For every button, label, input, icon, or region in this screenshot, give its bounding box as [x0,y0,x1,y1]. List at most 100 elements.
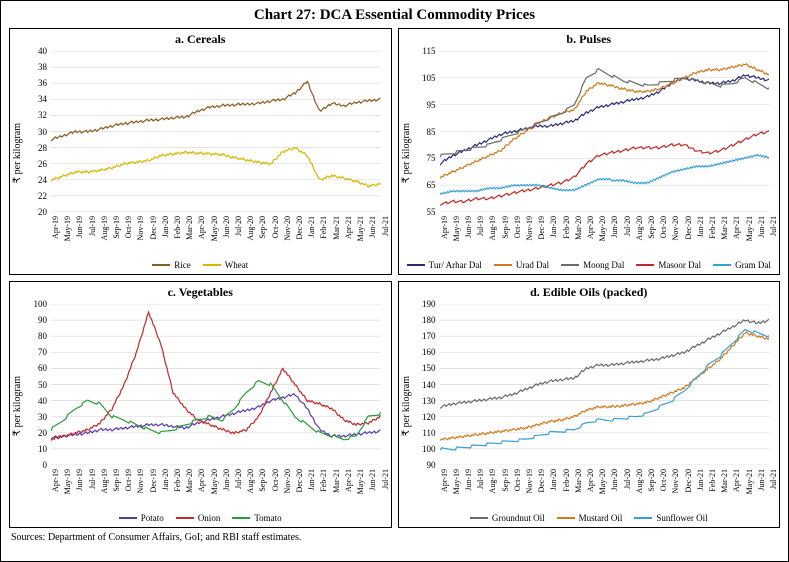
x-tick-label: Jan-21 [696,216,705,237]
x-tick-label: Jan-20 [161,216,170,237]
x-tick-label: Jun-20 [610,469,619,491]
x-tick-label: Nov-19 [136,216,145,240]
x-tick-label: Sep-19 [501,216,510,239]
y-tick-label: 24 [38,175,47,185]
x-tick-label: Oct-19 [124,469,133,491]
y-tick-label: 10 [38,444,47,454]
legend-item: Rice [152,260,191,270]
x-tick-label: Nov-19 [136,469,145,493]
x-tick-label: Apr-20 [586,216,595,239]
series-line [51,81,381,141]
y-tick-label: 80 [38,331,47,341]
y-tick-label: 105 [422,73,436,83]
x-tick-label: May-19 [63,216,72,241]
legend: Groundnut OilMustard OilSunflower Oil [399,511,780,527]
series-line [440,130,770,205]
y-tick-label: 160 [422,347,436,357]
series-line [440,75,770,165]
legend-swatch [561,264,579,266]
legend-label: Mustard Oil [579,513,623,523]
plot-area: 2022242628303234363840 [25,49,385,214]
x-ticks: Apr-19May-19Jun-19Jul-19Aug-19Sep-19Oct-… [414,467,774,511]
panel-a: a. Cereals₹ per kilogram2022242628303234… [9,28,392,275]
x-tick-label: Dec-20 [684,469,693,493]
y-tick-label: 75 [427,153,436,163]
x-ticks: Apr-19May-19Jun-19Jul-19Aug-19Sep-19Oct-… [414,214,774,258]
series-line [440,64,770,179]
y-tick-label: 38 [38,62,47,72]
x-tick-label: Jun-20 [222,469,231,491]
x-tick-label: Jul-19 [476,469,485,489]
y-ticks: 90100110120130140150160170180190 [414,304,438,465]
y-tick-label: 190 [422,299,436,309]
x-ticks: Apr-19May-19Jun-19Jul-19Aug-19Sep-19Oct-… [25,467,385,511]
plot-inner: 90100110120130140150160170180190 [440,304,770,465]
plot-wrap: 0102030405060708090100Apr-19May-19Jun-19… [25,302,391,511]
x-tick-label: May-19 [452,216,461,241]
y-tick-label: 30 [38,412,47,422]
x-tick-label: May-21 [745,469,754,494]
y-tick-label: 100 [34,299,48,309]
chart-svg [51,304,381,465]
x-tick-label: Jul-21 [381,469,390,489]
sources-note: Sources: Department of Consumer Affairs,… [1,528,788,545]
plot-wrap: 2022242628303234363840Apr-19May-19Jun-19… [25,49,391,258]
y-tick-label: 120 [422,412,436,422]
x-tick-label: Mar-20 [574,216,583,240]
legend-item: Urad Dal [494,260,549,270]
x-tick-label: Jul-20 [623,469,632,489]
series-line [51,148,381,188]
y-tick-label: 150 [422,363,436,373]
legend-swatch [407,264,425,266]
x-tick-label: Mar-20 [185,469,194,493]
y-tick-label: 100 [422,444,436,454]
x-tick-label: May-19 [452,469,461,494]
x-tick-label: Mar-21 [720,216,729,240]
x-tick-label: Nov-20 [671,216,680,240]
panel-title: b. Pulses [399,29,780,49]
x-tick-label: Apr-21 [732,469,741,492]
x-tick-label: Jul-20 [623,216,632,236]
x-tick-label: Feb-20 [562,469,571,492]
legend: PotatoOnionTomato [10,511,391,527]
legend-item: Mustard Oil [557,513,623,523]
x-tick-label: Jun-19 [464,216,473,238]
legend-label: Tomato [254,513,281,523]
legend-label: Moong Dal [583,260,624,270]
series-line [440,69,770,157]
legend-swatch [557,517,575,519]
plot-wrap: 90100110120130140150160170180190Apr-19Ma… [414,302,780,511]
x-tick-label: Oct-20 [271,469,280,491]
y-tick-label: 20 [38,428,47,438]
legend: Rice Wheat [10,258,391,274]
x-tick-label: Oct-20 [659,469,668,491]
legend-item: Gram Dal [713,260,771,270]
y-tick-label: 90 [38,315,47,325]
x-tick-label: Nov-20 [671,469,680,493]
y-ticks: 0102030405060708090100 [25,304,49,465]
x-tick-label: Aug-19 [100,216,109,240]
x-tick-label: May-19 [63,469,72,494]
y-tick-label: 130 [422,396,436,406]
x-tick-label: Mar-21 [332,216,341,240]
y-tick-label: 34 [38,94,47,104]
y-axis-label: ₹ per kilogram [399,123,414,183]
x-tick-label: Feb-21 [708,216,717,239]
legend-item: Wheat [203,260,248,270]
y-tick-label: 30 [38,127,47,137]
panel-title: d. Edible Oils (packed) [399,282,780,302]
x-tick-label: Jan-21 [307,216,316,237]
series-line [440,154,770,194]
y-tick-label: 170 [422,331,436,341]
panel-title: c. Vegetables [10,282,391,302]
y-axis-label: ₹ per kilogram [10,376,25,436]
main-title: Chart 27: DCA Essential Commodity Prices [1,1,788,28]
x-tick-label: Oct-19 [513,216,522,238]
legend-item: Tomato [232,513,281,523]
x-tick-label: Apr-21 [732,216,741,239]
x-tick-label: Nov-19 [525,469,534,493]
x-tick-label: May-21 [356,469,365,494]
chart-body: ₹ per kilogram5565758595105115Apr-19May-… [399,49,780,258]
x-tick-label: Jul-19 [476,216,485,236]
x-tick-label: Mar-21 [720,469,729,493]
